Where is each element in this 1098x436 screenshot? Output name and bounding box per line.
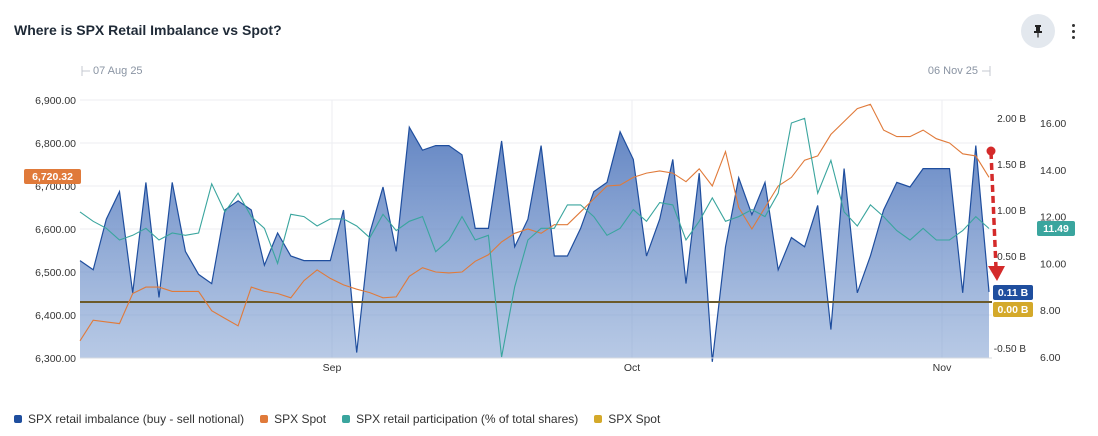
imbalance-current-badge: 0.11 B (998, 287, 1029, 299)
chart-canvas: 6,900.006,800.006,700.006,600.006,500.00… (24, 65, 1075, 374)
legend-item-participation[interactable]: SPX retail participation (% of total sha… (342, 412, 578, 426)
legend-swatch-spot-baseline (594, 415, 603, 423)
y-imbalance-tick-label: -0.50 B (994, 344, 1027, 355)
series-imbalance-area (80, 127, 989, 362)
legend-label-spot: SPX Spot (274, 412, 327, 426)
legend-swatch-participation (342, 415, 351, 423)
participation-current-badge-bg (1037, 221, 1075, 236)
y-imbalance-tick-label: 1.00 B (997, 206, 1026, 217)
legend-label-participation: SPX retail participation (% of total sha… (356, 412, 579, 426)
more-vertical-icon (1071, 23, 1075, 27)
x-tick-label: Nov (933, 362, 952, 374)
range-end-label: 06 Nov 25 (928, 65, 978, 77)
y-left-tick-label: 6,900.00 (35, 95, 76, 107)
legend-label-spot-baseline: SPX Spot (608, 412, 661, 426)
legend-item-spot[interactable]: SPX Spot (260, 412, 326, 426)
spot-baseline-badge: 0.00 B (998, 304, 1029, 316)
legend-item-imbalance[interactable]: SPX retail imbalance (buy - sell notiona… (14, 412, 244, 426)
y-left-tick-label: 6,600.00 (35, 224, 76, 236)
chart-legend: SPX retail imbalance (buy - sell notiona… (14, 412, 660, 426)
legend-swatch-imbalance (14, 415, 22, 423)
y-imbalance-tick-label: 2.00 B (997, 114, 1026, 125)
annotation-arrow-line (989, 151, 998, 269)
y-left-tick-label: 6,400.00 (35, 310, 76, 322)
series-spot-line (79, 103, 990, 342)
y-left-tick-label: 6,300.00 (35, 353, 76, 365)
y-imbalance-tick-label: 1.50 B (997, 160, 1026, 171)
imbalance-current-badge-bg (993, 285, 1033, 300)
y-imbalance-tick-label: 0.50 B (997, 252, 1026, 263)
more-options-button[interactable] (1066, 18, 1080, 44)
y-participation-tick-label: 14.00 (1040, 165, 1066, 177)
y-participation-tick-label: 16.00 (1040, 118, 1066, 130)
y-participation-tick-label: 12.00 (1040, 212, 1066, 224)
legend-label-imbalance: SPX retail imbalance (buy - sell notiona… (28, 412, 245, 426)
annotation-arrow-dot (986, 146, 996, 156)
chart-title: Where is SPX Retail Imbalance vs Spot? (14, 22, 282, 38)
y-participation-tick-label: 8.00 (1040, 305, 1061, 317)
y-participation-tick-label: 10.00 (1040, 258, 1066, 270)
legend-swatch-spot (260, 415, 269, 423)
pin-icon (1034, 25, 1042, 38)
series-participation-line (79, 117, 990, 358)
series-imbalance-line (79, 125, 990, 362)
y-left-tick-label: 6,800.00 (35, 138, 76, 150)
legend-item-spot-baseline[interactable]: SPX Spot (594, 412, 660, 426)
x-tick-label: Oct (624, 362, 640, 374)
spot-current-badge: 6,720.32 (32, 171, 73, 183)
x-tick-label: Sep (323, 362, 342, 374)
participation-current-badge: 11.49 (1043, 223, 1069, 235)
spot-current-badge-bg (24, 169, 81, 184)
spot-baseline-badge-bg (993, 302, 1033, 317)
pin-button[interactable] (1021, 14, 1055, 48)
annotation-arrow-head (988, 266, 1005, 281)
y-participation-tick-label: 6.00 (1040, 352, 1061, 364)
y-left-tick-label: 6,500.00 (35, 267, 76, 279)
range-start-label: 07 Aug 25 (93, 65, 143, 77)
